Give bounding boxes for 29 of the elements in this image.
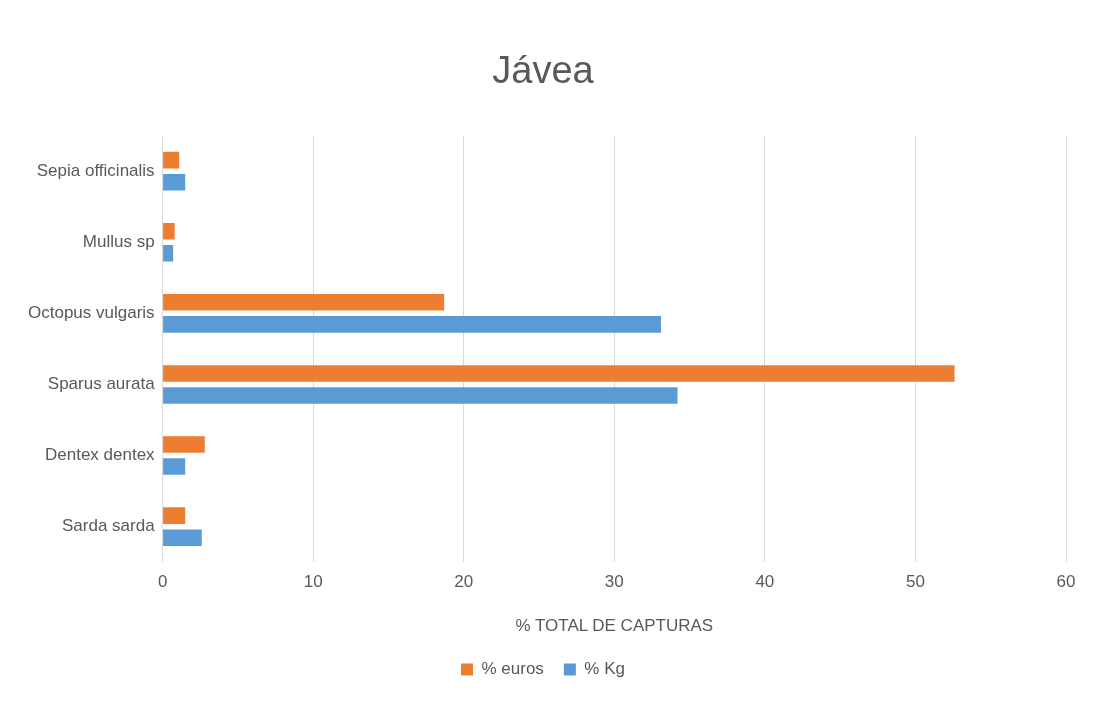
bar xyxy=(163,151,180,169)
x-tick-label: 60 xyxy=(1056,572,1076,592)
y-tick-label: Dentex dentex xyxy=(44,445,156,465)
bar xyxy=(163,365,955,382)
bar xyxy=(163,173,186,191)
y-tick-label: Sepia officinalis xyxy=(36,160,155,180)
bar xyxy=(163,529,202,546)
y-tick-label: Sarda sarda xyxy=(61,516,156,536)
chart-title: Jávea xyxy=(492,49,595,92)
bar xyxy=(163,316,661,333)
y-tick-label: Octopus vulgaris xyxy=(27,303,155,323)
legend-label: % euros xyxy=(481,659,544,679)
y-tick-label: Mullus sp xyxy=(82,231,155,251)
bar xyxy=(163,436,205,453)
legend-label: % Kg xyxy=(584,659,626,679)
bar xyxy=(163,507,186,524)
bar xyxy=(163,387,678,404)
x-axis-title: % TOTAL DE CAPTURAS xyxy=(515,616,714,636)
x-tick-label: 30 xyxy=(604,572,624,592)
bar xyxy=(163,222,175,240)
x-tick-label: 10 xyxy=(303,572,323,592)
x-tick-label: 50 xyxy=(905,572,925,592)
bar xyxy=(163,458,186,475)
bar xyxy=(163,294,445,311)
y-tick-label: Sparus aurata xyxy=(47,374,156,394)
x-tick-label: 20 xyxy=(454,572,474,592)
x-tick-label: 0 xyxy=(157,572,168,592)
x-tick-label: 40 xyxy=(755,572,775,592)
bar xyxy=(163,245,174,262)
